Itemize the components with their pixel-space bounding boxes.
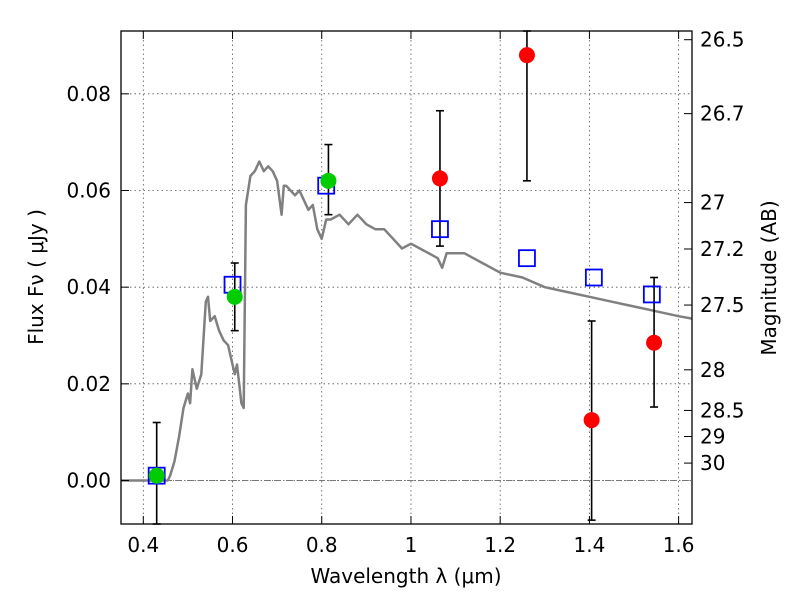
grid-layer xyxy=(121,31,692,524)
x-axis-label: Wavelength λ (μm) xyxy=(310,564,501,588)
detected-flux-point xyxy=(226,288,243,305)
y-tick-label: 0.08 xyxy=(66,82,111,106)
x-tick-label: 1.4 xyxy=(573,533,605,557)
model-band-flux-square xyxy=(518,249,536,268)
y2-tick-label: 27.2 xyxy=(700,237,745,261)
y-tick-label: 0.02 xyxy=(66,372,111,396)
y2-tick-label: 27.5 xyxy=(700,293,745,317)
model-sed-curve xyxy=(121,160,693,482)
plot-frame xyxy=(120,30,693,525)
y2-tick-label: 29 xyxy=(700,425,725,449)
upper-limit-point xyxy=(646,334,663,351)
y2-tick-label: 28 xyxy=(700,358,725,382)
y2-tick-label: 27 xyxy=(700,191,725,215)
detected-flux-point xyxy=(320,172,337,189)
x-tick-label: 0.4 xyxy=(127,533,159,557)
tick-layer: 0.4 0.6 0.8 1 1.2 1.4 1.6 0.00 0.02 0.04 0.06 0.08 2… xyxy=(66,28,744,557)
data-layer xyxy=(121,30,693,525)
y2-tick-label: 26.7 xyxy=(700,102,745,126)
x-tick-label: 0.8 xyxy=(306,533,338,557)
model-band-flux-square xyxy=(431,220,449,239)
upper-limit-point xyxy=(518,47,535,64)
detected-flux-point xyxy=(148,467,165,484)
upper-limit-point xyxy=(431,170,448,187)
model-band-flux-square xyxy=(584,268,603,287)
y2-axis-label: Magnitude (AB) xyxy=(757,200,781,355)
x-tick-label: 1.2 xyxy=(484,533,516,557)
x-tick-label: 1 xyxy=(405,533,418,557)
y-tick-label: 0.06 xyxy=(66,179,111,203)
x-tick-label: 0.6 xyxy=(217,533,249,557)
y2-tick-label: 30 xyxy=(700,451,725,475)
upper-limit-point xyxy=(583,412,600,429)
y-tick-label: 0.00 xyxy=(66,469,111,493)
y2-tick-label: 26.5 xyxy=(700,28,745,52)
model-band-flux-square xyxy=(642,285,661,304)
x-tick-label: 1.6 xyxy=(663,533,695,557)
y-axis-label: Flux Fν ( μJy ) xyxy=(24,209,48,345)
y2-tick-label: 28.5 xyxy=(700,398,745,422)
y-tick-label: 0.04 xyxy=(66,275,111,299)
